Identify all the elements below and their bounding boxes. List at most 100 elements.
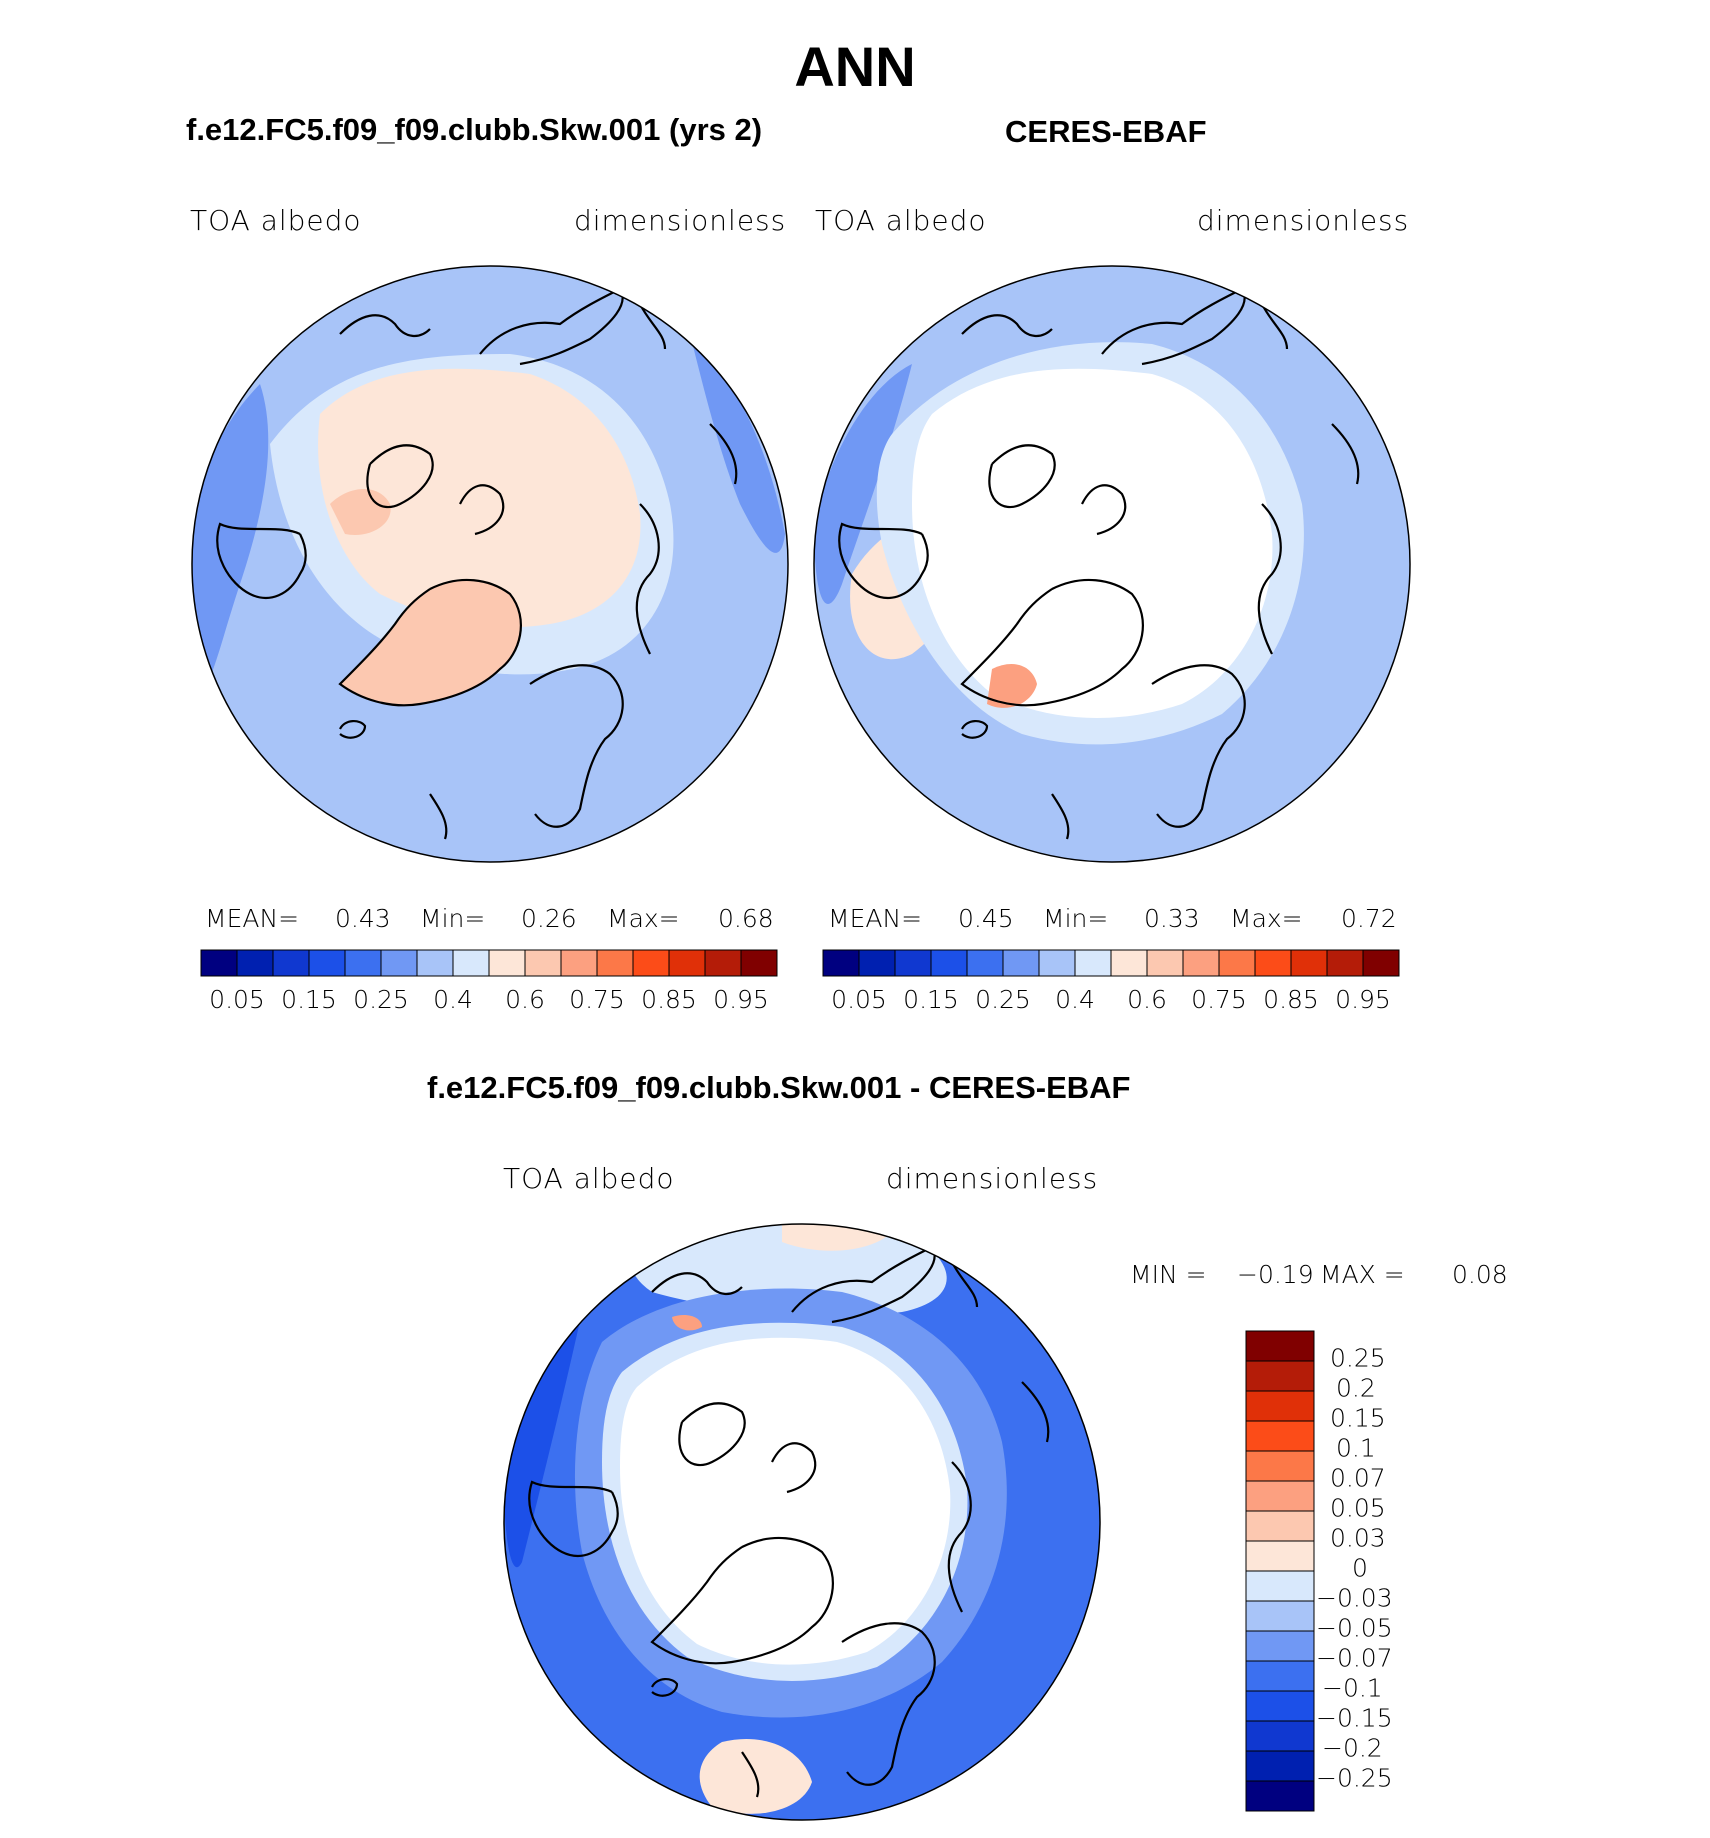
panel2-cbar-tick: 0.75 <box>1191 985 1247 1014</box>
colorbar-segment <box>1218 949 1256 977</box>
panel3-cbar-tick: 0.15 <box>1330 1403 1386 1433</box>
panel2-colorbar <box>822 949 1400 977</box>
panel1-min-value: 0.26 <box>521 904 577 933</box>
panel3-min-label: MIN = <box>1130 1260 1207 1289</box>
panel1-cbar-tick: 0.6 <box>505 985 545 1014</box>
coastline <box>1331 423 1360 485</box>
panel3-right-label: dimensionless <box>886 1162 1099 1195</box>
panel1-map <box>191 265 789 863</box>
panel1-cbar-tick: 0.85 <box>641 985 697 1014</box>
panel1-mean-value: 0.43 <box>335 904 391 933</box>
coastline <box>635 503 660 655</box>
map-border <box>503 1223 1101 1821</box>
panel2-cbar-tick: 0.4 <box>1055 985 1095 1014</box>
colorbar-segment <box>380 949 418 977</box>
colorbar-segment <box>740 949 778 977</box>
colorbar-segment <box>1245 1540 1315 1572</box>
colorbar-segment <box>1290 949 1328 977</box>
coastline <box>960 578 1144 707</box>
coastline <box>1151 664 1246 828</box>
colorbar-segment <box>1245 1570 1315 1602</box>
panel3-cbar-tick: −0.2 <box>1322 1733 1383 1763</box>
coastline <box>528 1480 619 1557</box>
colorbar-segment <box>416 949 454 977</box>
colorbar-segment <box>704 949 742 977</box>
panel1-cbar-tick: 0.95 <box>713 985 769 1014</box>
colorbar-segment <box>966 949 1004 977</box>
field-contour <box>504 1312 582 1568</box>
colorbar-segment <box>668 949 706 977</box>
panel1-cbar-tick: 0.25 <box>353 985 409 1014</box>
coastline <box>338 578 522 707</box>
panel2-cbar-tick: 0.05 <box>831 985 887 1014</box>
coastline <box>1257 503 1282 655</box>
map-border <box>813 265 1411 863</box>
panel1-cbar-tick: 0.05 <box>209 985 265 1014</box>
panel3-cbar-tick: −0.05 <box>1316 1613 1393 1643</box>
panel3-max-value: 0.08 <box>1452 1260 1508 1289</box>
colorbar-segment <box>272 949 310 977</box>
coastlines <box>528 1245 1050 1798</box>
colorbar-segment <box>1245 1330 1315 1362</box>
map-border <box>191 265 789 863</box>
colorbar-segment <box>632 949 670 977</box>
coastline <box>961 720 989 739</box>
coastline <box>1051 793 1070 840</box>
colorbar-segment <box>200 949 238 977</box>
coastline <box>741 1751 760 1798</box>
colorbar-segment <box>1110 949 1148 977</box>
panel3-cbar-tick: 0.1 <box>1336 1433 1376 1463</box>
panel3-cbar-tick: −0.15 <box>1316 1703 1393 1733</box>
panel2-title: CERES-EBAF <box>1005 114 1207 149</box>
field-contour <box>318 368 641 628</box>
panel3-cbar-tick: −0.07 <box>1316 1643 1393 1673</box>
colorbar-segment <box>1245 1510 1315 1542</box>
coastline <box>988 444 1056 509</box>
colorbar-segment <box>1245 1720 1315 1752</box>
colorbar-segment <box>1245 1450 1315 1482</box>
colorbar-segment <box>308 949 346 977</box>
panel1-cbar-tick: 0.4 <box>433 985 473 1014</box>
coastline <box>947 1461 972 1613</box>
colorbar-segment <box>1245 1690 1315 1722</box>
panel3-map <box>503 1223 1101 1821</box>
panel3-colorbar <box>1245 1330 1315 1812</box>
colorbar-segment <box>344 949 382 977</box>
panel1-right-label: dimensionless <box>574 204 787 237</box>
map-field <box>192 270 788 861</box>
panel3-cbar-tick: −0.25 <box>1316 1763 1393 1793</box>
panel3-min-value: −0.19 <box>1237 1260 1314 1289</box>
coastline <box>650 1536 834 1665</box>
panel3-cbar-tick: −0.03 <box>1316 1583 1393 1613</box>
panel3-title: f.e12.FC5.f09_f09.clubb.Skw.001 - CERES-… <box>427 1070 1131 1105</box>
field-contour <box>629 1224 947 1316</box>
panel2-cbar-tick: 0.6 <box>1127 985 1167 1014</box>
colorbar-segment <box>1245 1390 1315 1422</box>
panel2-cbar-tick: 0.95 <box>1335 985 1391 1014</box>
coastline <box>366 444 434 509</box>
coastline <box>651 1678 679 1697</box>
colorbar-segment <box>822 949 860 977</box>
coastline <box>529 664 624 828</box>
colorbar-segment <box>894 949 932 977</box>
panel1-cbar-tick: 0.75 <box>569 985 625 1014</box>
coastline <box>771 1442 817 1494</box>
coastline <box>1081 484 1127 536</box>
colorbar-segment <box>1245 1660 1315 1692</box>
coastline <box>651 1272 743 1295</box>
coastline <box>841 1622 936 1786</box>
map-field <box>814 270 1410 861</box>
panel2-mean-value: 0.45 <box>958 904 1014 933</box>
panel1-min-label: Min= <box>420 904 486 933</box>
panel3-cbar-tick: 0.25 <box>1330 1343 1386 1373</box>
colorbar-segment <box>1245 1750 1315 1782</box>
colorbar-segment <box>1245 1780 1315 1812</box>
field-contour <box>912 368 1273 718</box>
colorbar-segment <box>596 949 634 977</box>
figure-title: ANN <box>794 35 916 98</box>
panel1-title: f.e12.FC5.f09_f09.clubb.Skw.001 (yrs 2) <box>186 112 763 147</box>
panel1-max-value: 0.68 <box>718 904 774 933</box>
colorbar-segment <box>1038 949 1076 977</box>
colorbar-segment <box>1002 949 1040 977</box>
